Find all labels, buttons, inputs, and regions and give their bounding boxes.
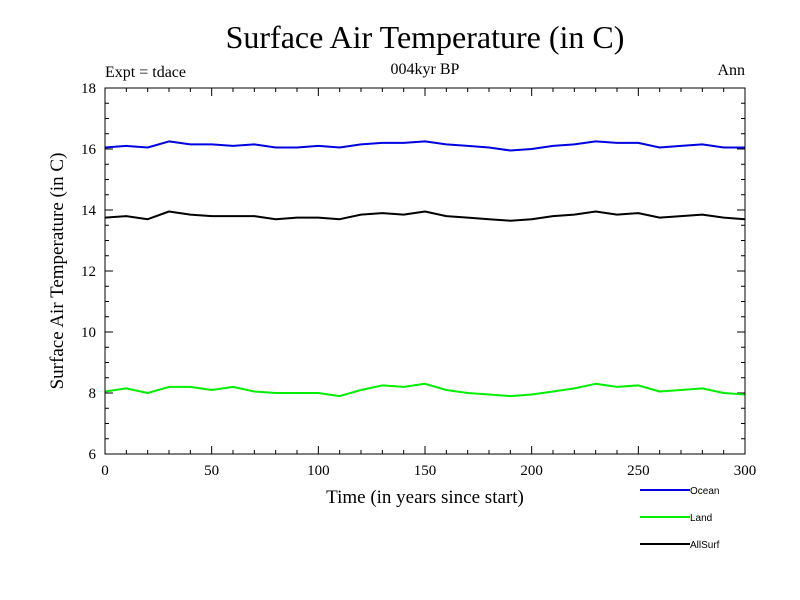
x-tick-label: 250 [627,463,650,479]
series-line-allsurf [104,210,746,222]
chart-title: Surface Air Temperature (in C) [226,19,625,55]
x-tick-label: 300 [734,463,757,479]
legend: Ocean Land AllSurf [640,486,720,551]
y-tick-label: 8 [89,386,97,402]
x-tick-label: 50 [204,463,219,479]
y-axis-label: Surface Air Temperature (in C) [47,153,68,390]
legend-label: AllSurf [690,540,720,551]
experiment-label: Expt = tdace [105,64,186,81]
y-tick-label: 10 [81,325,96,341]
x-tick-label: 100 [307,463,330,479]
axis-ticks: 0 50 100 150 200 250 300 6 8 10 12 14 16 18 [81,81,756,479]
x-tick-label: 200 [520,463,543,479]
series-lines [104,140,746,398]
series-line-land [104,382,746,398]
plot-frame [104,87,746,455]
legend-label: Land [690,513,712,524]
y-tick-label: 16 [81,142,97,158]
y-tick-label: 12 [81,264,96,280]
legend-label: Ocean [690,486,719,497]
y-tick-label: 14 [81,203,97,219]
x-tick-label: 0 [101,463,109,479]
chart-subtitle: 004kyr BP [391,61,460,78]
x-axis-label: Time (in years since start) [326,487,524,508]
x-tick-label: 150 [414,463,437,479]
season-label: Ann [717,62,745,79]
y-tick-label: 18 [81,81,96,97]
y-tick-label: 6 [89,447,97,463]
series-line-ocean [104,140,745,152]
